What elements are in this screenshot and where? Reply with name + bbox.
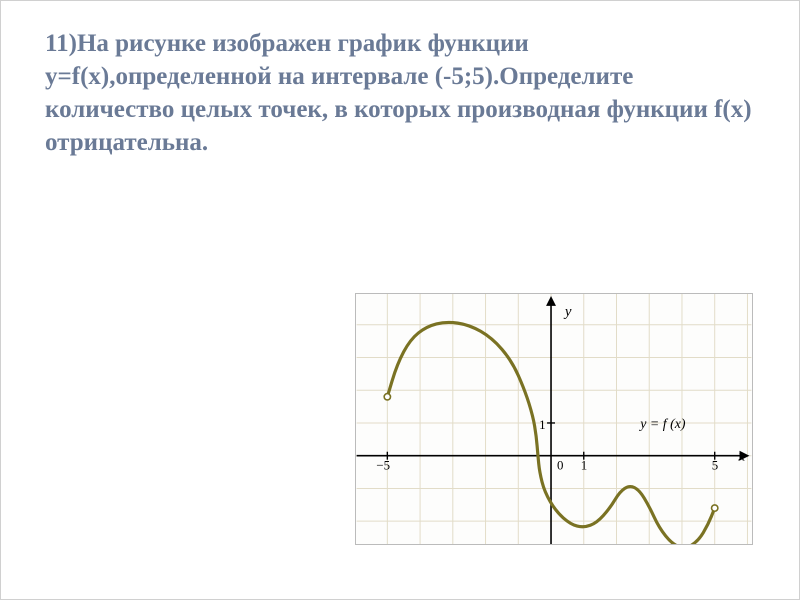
title-block: 11)На рисунке изображен график функции y…: [1, 1, 799, 159]
svg-text:1: 1: [539, 418, 545, 432]
svg-text:y: y: [563, 304, 572, 320]
problem-title: 11)На рисунке изображен график функции y…: [45, 27, 755, 159]
function-chart: y x 0 1 1 −5 5 y = f (x): [355, 293, 753, 545]
svg-text:y = f (x): y = f (x): [638, 417, 686, 432]
svg-text:5: 5: [712, 459, 718, 473]
svg-text:0: 0: [557, 459, 563, 473]
svg-text:1: 1: [581, 459, 587, 473]
svg-text:−5: −5: [376, 459, 390, 473]
slide: 11)На рисунке изображен график функции y…: [0, 0, 800, 600]
chart-svg: y x 0 1 1 −5 5 y = f (x): [356, 294, 752, 544]
svg-text:x: x: [738, 449, 746, 465]
